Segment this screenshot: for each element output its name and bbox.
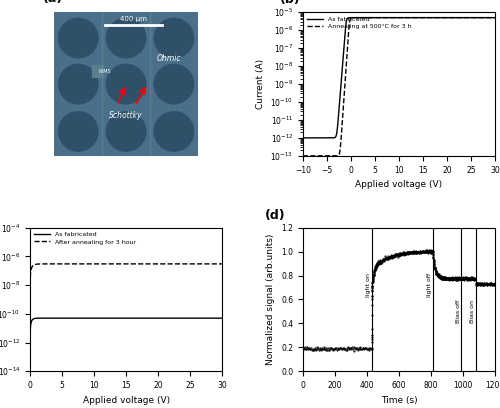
Annealing at 500°C for 3 h (366, 15, 372, 20)
As fabricated (159, 316, 165, 321)
Line: As fabricated: As fabricated (303, 18, 495, 138)
As fabricated (219, 316, 225, 321)
Annealing at 500°C for 3 h (310, 153, 316, 158)
Text: (a): (a) (43, 0, 63, 5)
X-axis label: Applied voltage (V): Applied voltage (V) (82, 396, 170, 405)
Legend: As fabricated, Annealing at 500°C for 3 h: As fabricated, Annealing at 500°C for 3 … (306, 16, 412, 31)
Text: 400 μm: 400 μm (120, 16, 146, 22)
Bar (92, 65, 103, 77)
As fabricated (87, 316, 93, 321)
As fabricated (486, 15, 492, 20)
Annealing at 500°C for 3 h (492, 15, 498, 20)
After annealing for 3 hour (104, 262, 110, 266)
After annealing for 3 hour (46, 262, 52, 266)
After annealing for 3 hour (219, 262, 225, 266)
Annealing at 500°C for 3 h (388, 15, 394, 20)
Circle shape (58, 18, 98, 58)
Text: Ohmic: Ohmic (157, 54, 182, 63)
Line: After annealing for 3 hour: After annealing for 3 hour (30, 264, 222, 299)
After annealing for 3 hour (27, 297, 33, 302)
Circle shape (58, 111, 98, 151)
Text: light on: light on (366, 273, 371, 297)
Text: (c): (c) (0, 209, 1, 222)
X-axis label: Time (s): Time (s) (380, 396, 417, 405)
As fabricated (27, 350, 33, 355)
Circle shape (106, 18, 146, 58)
Text: Schottky: Schottky (110, 111, 143, 120)
Line: Annealing at 500°C for 3 h: Annealing at 500°C for 3 h (303, 18, 495, 156)
Circle shape (58, 64, 98, 104)
As fabricated (451, 15, 457, 20)
As fabricated (112, 316, 118, 321)
Circle shape (106, 64, 146, 104)
As fabricated (492, 15, 498, 20)
Circle shape (106, 111, 146, 151)
As fabricated (300, 135, 306, 140)
Text: Bias off: Bias off (456, 300, 460, 324)
Text: NIMS: NIMS (98, 69, 111, 73)
As fabricated (388, 15, 394, 20)
Y-axis label: Current (A): Current (A) (256, 59, 265, 109)
Circle shape (154, 18, 194, 58)
As fabricated (46, 316, 52, 321)
Annealing at 500°C for 3 h (486, 15, 492, 20)
Circle shape (154, 111, 194, 151)
As fabricated (105, 316, 111, 321)
After annealing for 3 hour (177, 262, 183, 266)
Circle shape (154, 64, 194, 104)
Annealing at 500°C for 3 h (451, 15, 457, 20)
Text: (b): (b) (280, 0, 300, 7)
Line: As fabricated: As fabricated (30, 318, 222, 352)
As fabricated (310, 135, 316, 140)
X-axis label: Applied voltage (V): Applied voltage (V) (356, 180, 442, 189)
As fabricated (365, 15, 371, 20)
Text: (d): (d) (264, 209, 285, 222)
As fabricated (177, 316, 183, 321)
After annealing for 3 hour (159, 262, 165, 266)
After annealing for 3 hour (180, 262, 186, 266)
Annealing at 500°C for 3 h (486, 15, 492, 20)
As fabricated (180, 316, 186, 321)
As fabricated (486, 15, 492, 20)
As fabricated (394, 15, 400, 20)
Legend: As fabricated, After annealing for 3 hour: As fabricated, After annealing for 3 hou… (33, 231, 138, 246)
Text: Bias on: Bias on (470, 300, 475, 324)
Annealing at 500°C for 3 h (394, 15, 400, 20)
Annealing at 500°C for 3 h (300, 153, 306, 158)
After annealing for 3 hour (112, 262, 118, 266)
Text: light off: light off (427, 273, 432, 297)
After annealing for 3 hour (107, 262, 113, 266)
Y-axis label: Normalized signal (arb.units): Normalized signal (arb.units) (266, 234, 276, 365)
